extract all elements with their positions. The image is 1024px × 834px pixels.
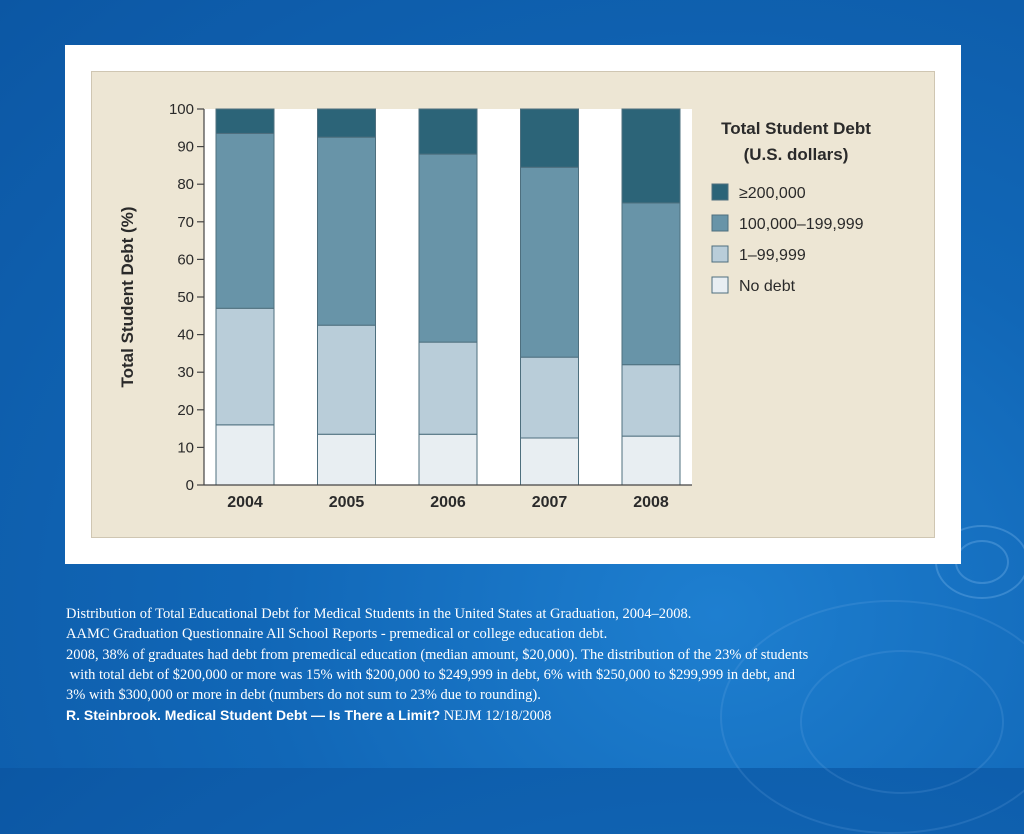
x-tick-label: 2006 — [430, 494, 466, 511]
bar-segment — [418, 433, 478, 486]
y-axis-title: Total Student Debt (%) — [118, 207, 137, 388]
legend-label: 1–99,999 — [739, 247, 806, 264]
y-tick-label: 40 — [177, 327, 194, 344]
x-tick-label: 2005 — [329, 494, 365, 511]
legend-title: Total Student Debt — [721, 119, 871, 138]
bar-segment — [317, 324, 376, 435]
bar-segment — [621, 202, 681, 366]
y-tick-label: 50 — [177, 289, 194, 306]
y-tick-label: 90 — [177, 139, 194, 156]
bar-segment — [215, 307, 275, 426]
legend-label: 100,000–199,999 — [739, 216, 864, 233]
caption-line-4: with total debt of $200,000 or more was … — [66, 666, 795, 683]
legend-subtitle: (U.S. dollars) — [744, 145, 849, 164]
legend-swatch — [711, 214, 729, 232]
bar-segment — [520, 166, 579, 358]
bar-segment — [215, 132, 275, 309]
stacked-bar-chart: 2004 2005 2006 2007 2008 0 10 20 30 40 50 60 70 80 90 1… — [118, 101, 871, 511]
chart-panel: 2004 2005 2006 2007 2008 0 10 20 30 40 50 60 70 80 90 1… — [91, 71, 935, 538]
legend-swatch — [711, 245, 729, 263]
bar-segment — [621, 108, 681, 204]
caption-line-3: 2008, 38% of graduates had debt from pre… — [66, 646, 809, 663]
citation-title: R. Steinbrook. Medical Student Debt — Is… — [66, 707, 441, 724]
bar-segment — [520, 437, 579, 486]
legend-label: No debt — [739, 278, 796, 295]
legend-swatch — [711, 276, 729, 294]
bar-segment — [317, 136, 376, 326]
chart-figure-card: 2004 2005 2006 2007 2008 0 10 20 30 40 50 60 70 80 90 1… — [65, 45, 961, 564]
caption-line-1: Distribution of Total Educational Debt f… — [66, 606, 692, 622]
x-tick-label: 2004 — [227, 494, 263, 511]
legend-swatch — [711, 183, 729, 201]
y-tick-label: 20 — [177, 402, 194, 419]
legend-label: ≥200,000 — [739, 185, 806, 202]
y-tick-label: 60 — [177, 251, 194, 268]
citation-source: NEJM 12/18/2008 — [443, 708, 552, 725]
bar-segment — [621, 364, 681, 437]
caption-line-2: AAMC Graduation Questionnaire All School… — [66, 626, 608, 643]
bar-segment — [418, 153, 478, 343]
figure-caption: Distribution of Total Educational Debt f… — [66, 604, 966, 727]
x-tick-label: 2007 — [532, 494, 568, 511]
bar-segment — [317, 433, 376, 486]
y-tick-label: 30 — [177, 364, 194, 381]
bar-segment — [418, 341, 478, 435]
bar-segment — [418, 108, 478, 155]
x-tick-label: 2008 — [633, 494, 669, 511]
y-tick-label: 0 — [186, 477, 194, 494]
y-tick-label: 10 — [177, 439, 194, 456]
y-tick-label: 70 — [177, 214, 194, 231]
bar-segment — [520, 356, 579, 439]
y-tick-label: 80 — [177, 176, 194, 193]
bar-segment — [317, 108, 376, 138]
bar-segment — [520, 108, 579, 168]
bar-segment — [215, 424, 275, 486]
bar-segment — [215, 108, 275, 134]
bar-segment — [621, 435, 681, 486]
y-tick-label: 100 — [169, 101, 194, 118]
caption-line-5: 3% with $300,000 or more in debt (number… — [66, 687, 541, 704]
citation: R. Steinbrook. Medical Student Debt — Is… — [66, 705, 966, 726]
